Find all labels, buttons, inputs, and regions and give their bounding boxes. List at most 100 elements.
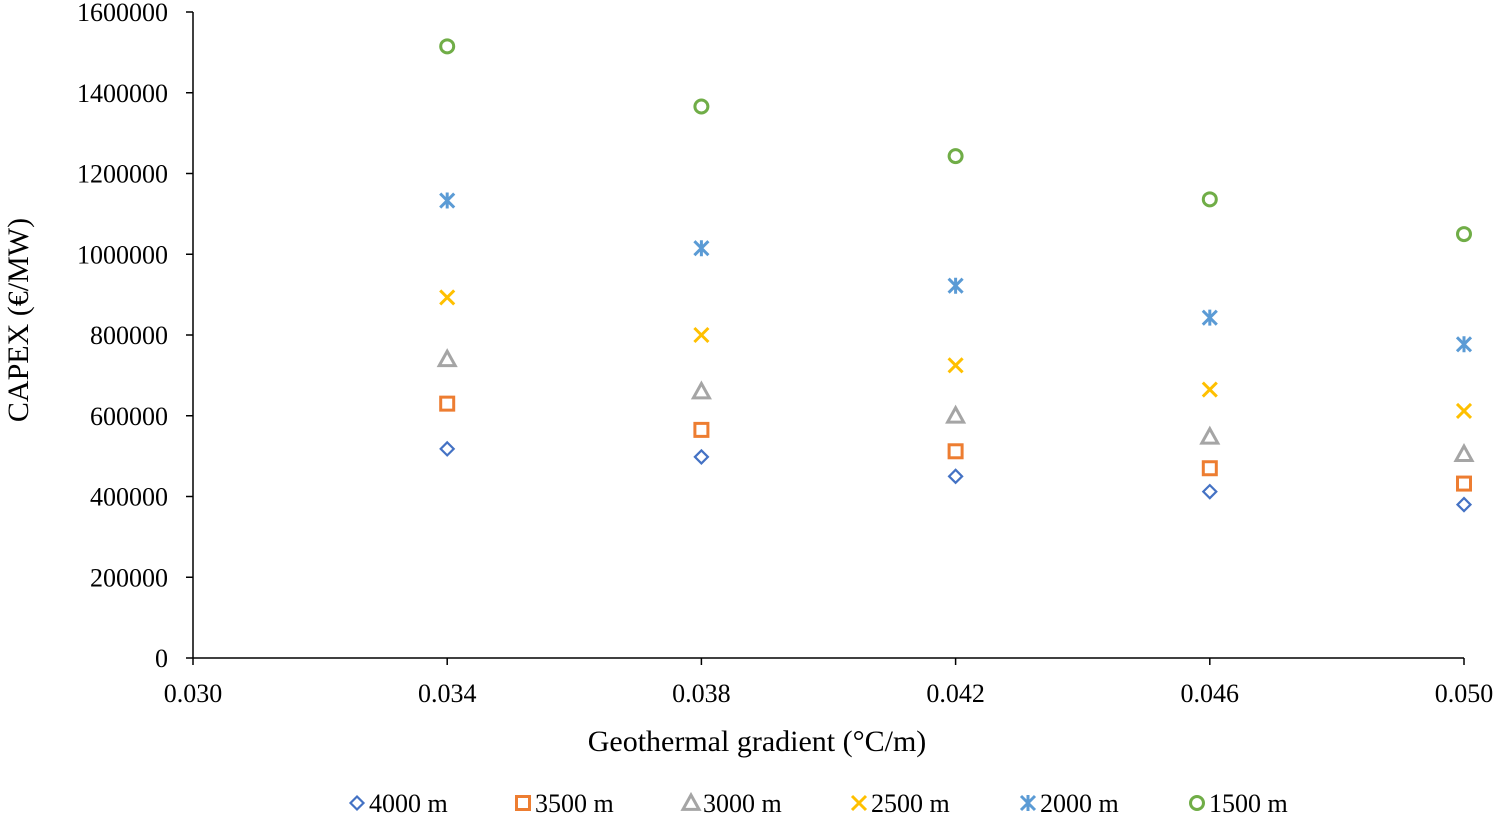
x-marker — [693, 326, 710, 344]
x-tick-label: 0.038 — [672, 679, 731, 708]
data-point — [1455, 496, 1473, 513]
data-point — [439, 289, 456, 306]
star-marker — [1455, 336, 1473, 353]
diamond-marker — [947, 468, 964, 485]
data-point — [945, 404, 967, 424]
triangle-marker — [680, 791, 702, 811]
series-3500-m — [439, 395, 1472, 492]
circle-marker — [1189, 795, 1205, 811]
legend-item: 4000 m — [348, 789, 448, 818]
x-marker — [1201, 381, 1218, 398]
series-1500-m — [439, 38, 1472, 243]
series-2000-m — [439, 192, 1473, 353]
legend-marker — [515, 795, 531, 811]
data-point — [439, 38, 456, 55]
data-point — [1453, 443, 1475, 463]
series-3000-m — [436, 348, 1475, 463]
data-point — [1201, 460, 1218, 477]
legend-item: 1500 m — [1189, 789, 1288, 818]
x-marker — [1455, 402, 1473, 419]
diamond-marker — [348, 794, 366, 812]
y-tick-label: 200000 — [90, 563, 168, 592]
legend-label: 2000 m — [1040, 789, 1119, 818]
star-marker — [1201, 309, 1218, 326]
data-point — [947, 357, 964, 374]
star-marker — [693, 240, 710, 257]
legend-marker — [850, 794, 868, 812]
data-point — [947, 148, 964, 165]
data-point — [1199, 425, 1221, 445]
x-tick-label: 0.050 — [1435, 679, 1494, 708]
data-points — [436, 38, 1475, 513]
diamond-marker — [1455, 496, 1473, 513]
legend-marker — [348, 794, 366, 812]
data-point — [947, 443, 964, 460]
x-marker — [947, 357, 964, 374]
circle-marker — [1456, 226, 1472, 243]
data-point — [1201, 309, 1218, 326]
data-point — [693, 98, 710, 115]
legend-label: 1500 m — [1209, 789, 1288, 818]
legend-item: 3500 m — [515, 789, 614, 818]
series-4000-m — [439, 440, 1473, 513]
triangle-marker — [436, 348, 458, 368]
data-point — [693, 240, 710, 257]
legend-item: 2500 m — [850, 789, 950, 818]
star-marker — [439, 192, 456, 209]
data-point — [1455, 402, 1473, 419]
square-marker — [1456, 475, 1472, 492]
circle-marker — [439, 38, 456, 55]
y-tick-label: 0 — [155, 644, 168, 673]
x-tick-label: 0.042 — [926, 679, 985, 708]
legend-item: 2000 m — [1019, 789, 1119, 818]
data-point — [1456, 475, 1472, 492]
triangle-marker — [1199, 425, 1221, 445]
legend-label: 3000 m — [703, 789, 782, 818]
data-point — [690, 380, 712, 400]
diamond-marker — [1201, 483, 1218, 500]
data-point — [439, 395, 456, 412]
data-point — [439, 192, 456, 209]
y-tick-label: 600000 — [90, 402, 168, 431]
data-point — [693, 448, 710, 465]
diamond-marker — [439, 440, 456, 457]
y-axis-ticks: 0 200000 400000 600000 800000 1000000 1200000 1… — [77, 0, 193, 673]
legend: 4000 m 3500 m 3000 m 2500 m 2000 m 1500 m — [348, 789, 1288, 818]
y-tick-label: 800000 — [90, 321, 168, 350]
y-axis-title: CAPEX (€/MW) — [2, 218, 35, 422]
triangle-marker — [690, 380, 712, 400]
circle-marker — [693, 98, 710, 115]
x-tick-label: 0.034 — [418, 679, 477, 708]
data-point — [693, 326, 710, 344]
y-tick-label: 400000 — [90, 483, 168, 512]
series-2500-m — [439, 289, 1473, 419]
legend-marker — [1019, 794, 1037, 812]
square-marker — [515, 795, 531, 811]
data-point — [1201, 381, 1218, 398]
diamond-marker — [693, 448, 710, 465]
y-tick-label: 1400000 — [77, 79, 168, 108]
legend-marker — [680, 791, 702, 811]
legend-label: 3500 m — [535, 789, 614, 818]
square-marker — [693, 421, 710, 438]
square-marker — [1201, 460, 1218, 477]
x-marker — [439, 289, 456, 306]
square-marker — [439, 395, 456, 412]
data-point — [693, 421, 710, 438]
legend-label: 4000 m — [369, 789, 448, 818]
star-marker — [947, 277, 964, 294]
data-point — [1456, 226, 1472, 243]
x-tick-label: 0.046 — [1181, 679, 1240, 708]
legend-item: 3000 m — [680, 789, 782, 818]
data-point — [947, 277, 964, 294]
x-tick-label: 0.030 — [164, 679, 223, 708]
circle-marker — [1201, 191, 1218, 208]
x-axis-title: Geothermal gradient (°C/m) — [588, 725, 927, 758]
triangle-marker — [945, 404, 967, 424]
star-marker — [1019, 794, 1037, 812]
data-point — [1201, 191, 1218, 208]
y-tick-label: 1000000 — [77, 240, 168, 269]
x-axis-ticks: 0.030 0.034 0.038 0.042 0.046 0.050 — [164, 658, 1494, 708]
y-tick-label: 1600000 — [77, 0, 168, 27]
